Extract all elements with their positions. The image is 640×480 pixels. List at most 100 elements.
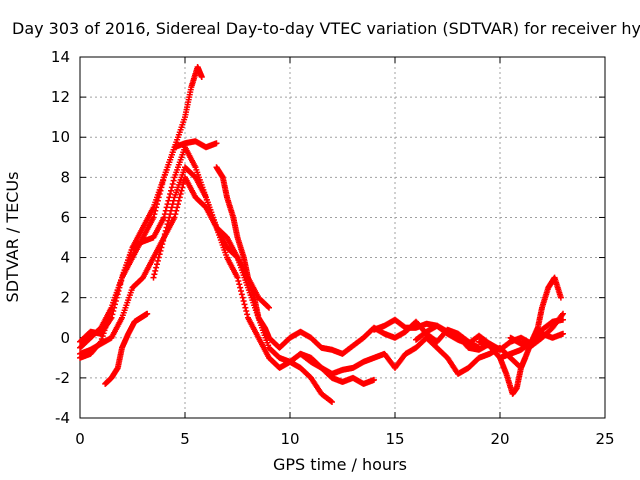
x-axis-label: GPS time / hours	[273, 455, 407, 474]
data-point	[265, 303, 272, 310]
data-point	[158, 244, 165, 251]
x-tick-label: 20	[490, 430, 509, 448]
y-tick-label: 8	[60, 168, 70, 186]
data-point	[161, 214, 167, 221]
data-point	[161, 234, 167, 241]
data-point	[159, 241, 166, 248]
data-point	[156, 191, 163, 198]
data-point	[160, 177, 167, 184]
data-point	[172, 211, 179, 218]
data-point	[100, 330, 107, 337]
data-point	[163, 204, 170, 211]
data-point	[176, 194, 183, 201]
data-point	[159, 181, 166, 188]
data-point	[162, 227, 169, 234]
series-sat-J	[497, 274, 564, 397]
data-point	[163, 224, 170, 231]
data-point	[154, 197, 161, 204]
data-point	[235, 277, 242, 284]
data-point	[238, 291, 245, 298]
data-point	[105, 316, 111, 323]
data-point	[237, 284, 244, 291]
data-point	[175, 197, 182, 204]
data-point	[178, 187, 185, 194]
plot-frame	[79, 56, 606, 419]
grid	[80, 57, 605, 418]
y-axis-label: SDTVAR / TECUs	[3, 172, 22, 303]
y-tick-label: 14	[51, 48, 70, 66]
data-point	[161, 231, 168, 238]
data-point	[150, 274, 157, 281]
data-point	[152, 267, 159, 274]
series-sat-A	[77, 64, 205, 351]
y-tick-label: 0	[60, 329, 70, 347]
data-point	[173, 207, 180, 214]
data-point	[166, 194, 173, 201]
data-point	[160, 237, 167, 244]
data-point	[168, 204, 175, 211]
y-tick-label: -2	[55, 369, 70, 387]
data-point	[105, 313, 112, 320]
data-point	[154, 257, 161, 264]
data-point	[560, 310, 566, 317]
data-point	[151, 211, 158, 218]
data-point	[152, 207, 159, 214]
data-point	[164, 221, 171, 228]
data-point	[153, 264, 160, 271]
data-point	[236, 281, 243, 288]
y-tick-label: 4	[60, 249, 70, 267]
data-point	[198, 74, 205, 81]
data-point	[155, 254, 162, 261]
x-tick-label: 10	[280, 430, 299, 448]
data-point	[175, 201, 181, 208]
data-point	[156, 251, 163, 258]
data-point	[104, 318, 111, 325]
chart-title: Day 303 of 2016, Sidereal Day-to-day VTE…	[12, 19, 640, 38]
data-point	[560, 316, 566, 323]
data-point	[107, 307, 114, 314]
x-tick-label: 0	[75, 430, 85, 448]
data-point	[266, 304, 272, 311]
y-tick-label: 2	[60, 289, 70, 307]
data-point	[180, 181, 187, 188]
data-point	[557, 294, 564, 301]
y-tick-label: 12	[51, 88, 70, 106]
data-point	[170, 177, 177, 184]
series-sat-H	[297, 334, 524, 377]
y-tick-label: -4	[55, 409, 70, 427]
series-sat-M	[413, 316, 566, 353]
data-point	[240, 298, 247, 305]
data-point	[241, 301, 248, 308]
data-point	[169, 181, 176, 188]
data-point	[238, 287, 244, 294]
data-point	[103, 321, 110, 328]
data-point	[101, 327, 108, 334]
data-point	[154, 261, 160, 268]
data-point	[166, 214, 173, 221]
data-point	[168, 184, 175, 191]
data-point	[161, 211, 168, 218]
data-point	[168, 187, 174, 194]
data-point	[154, 201, 160, 208]
data-point	[213, 140, 220, 147]
data-point	[243, 308, 250, 315]
data-point	[150, 214, 157, 221]
data-point	[177, 191, 184, 198]
data-point	[102, 324, 109, 331]
data-points	[77, 64, 566, 405]
data-point	[157, 187, 164, 194]
data-point	[171, 214, 178, 221]
data-point	[99, 333, 106, 340]
data-point	[162, 207, 169, 214]
y-tick-label: 10	[51, 128, 70, 146]
data-point	[106, 310, 113, 317]
data-point	[169, 201, 176, 208]
data-point	[165, 197, 172, 204]
data-point	[239, 294, 246, 301]
data-point	[168, 207, 174, 214]
data-point	[167, 211, 174, 218]
data-point	[151, 271, 158, 278]
data-point	[167, 191, 174, 198]
data-point	[157, 247, 164, 254]
